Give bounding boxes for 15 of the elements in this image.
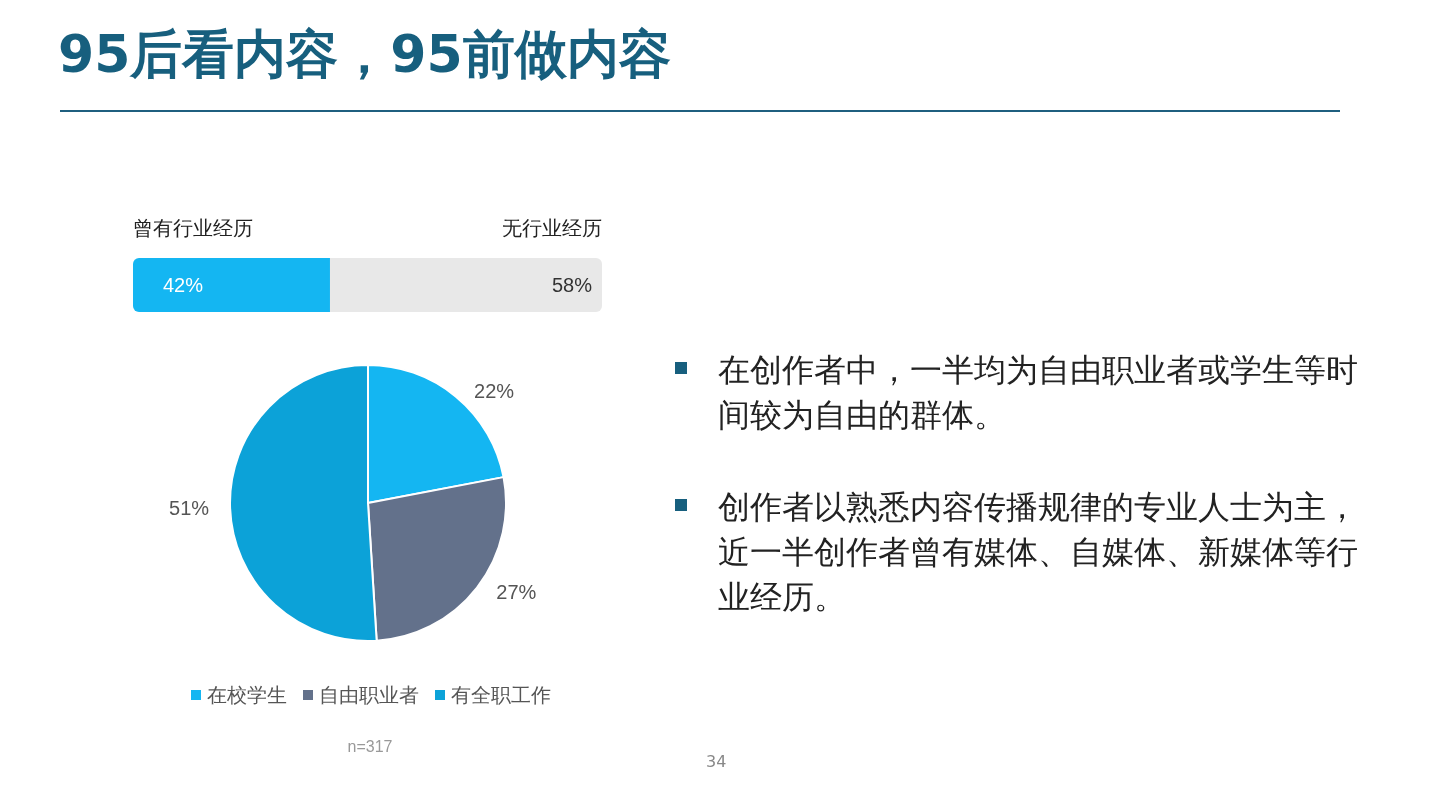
text: 34	[706, 752, 727, 771]
data-label: 51%	[169, 496, 210, 519]
data-label: 22%	[474, 379, 515, 402]
data-label: 58%	[551, 274, 593, 296]
series-label: 曾有行业经历	[133, 217, 253, 239]
text: n=317	[347, 737, 393, 755]
data-label: 27%	[496, 581, 537, 604]
legend-label: 有全职工作	[451, 684, 551, 706]
text: 95后看内容，95前做内容	[58, 23, 671, 86]
text: 在创作者中，一半均为自由职业者或学生等时间较为自由的群体。	[717, 350, 1359, 436]
legend-label: 自由职业者	[319, 684, 419, 706]
text: 创作者以熟悉内容传播规律的专业人士为主，近一半创作者曾有媒体、自媒体、新媒体等行业经历。	[717, 487, 1359, 618]
series-label: 无行业经历	[502, 217, 602, 239]
data-label: 42%	[163, 274, 204, 296]
legend-label: 在校学生	[207, 684, 287, 706]
